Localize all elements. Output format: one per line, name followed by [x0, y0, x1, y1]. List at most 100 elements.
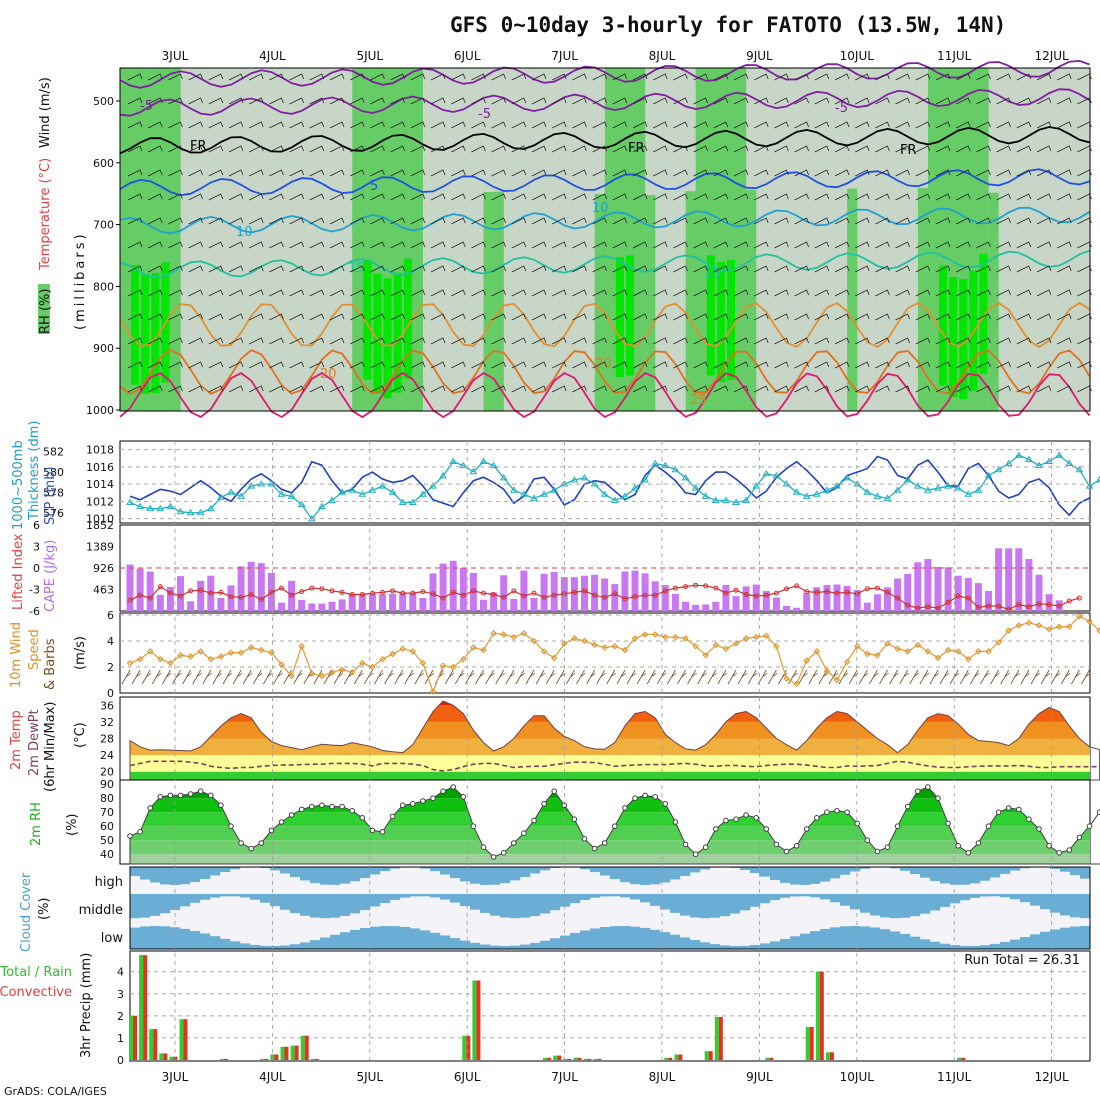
- li-marker: [541, 594, 547, 600]
- wind-barb: [511, 217, 527, 225]
- wind-barb: [228, 385, 244, 393]
- day-gridlines: [174, 441, 1052, 1060]
- wind-barb: [249, 265, 264, 273]
- thickness-marker: [520, 490, 528, 497]
- precip-total-bar: [573, 1057, 578, 1060]
- li-marker: [420, 589, 426, 595]
- wind-barb: [269, 289, 284, 297]
- rh-marker: [298, 806, 305, 813]
- li-marker: [703, 583, 709, 589]
- wind-speed-marker: [237, 649, 245, 656]
- surface-wind-barb: [515, 669, 526, 685]
- rh-fill-band: [604, 209, 616, 411]
- wind-barb: [814, 169, 830, 177]
- wind-label-2: Speed: [27, 629, 42, 670]
- middle-cloud-bar: [780, 894, 791, 898]
- wind-barb: [572, 169, 587, 177]
- top-date-label: 3JUL: [162, 49, 189, 63]
- precip-convective-bar: [708, 1051, 713, 1060]
- wind-barb: [208, 145, 224, 153]
- wind-barb: [531, 385, 547, 393]
- wind-barb: [1077, 241, 1092, 249]
- rh-marker: [824, 809, 830, 816]
- thickness-marker: [297, 500, 306, 508]
- li-marker: [521, 593, 527, 599]
- wind-barb: [612, 289, 628, 297]
- high-cloud-bar: [780, 867, 791, 883]
- wind-barb: [208, 385, 224, 393]
- high-cloud-bar: [180, 867, 191, 885]
- thickness-marker: [1065, 459, 1074, 467]
- wind-barb: [1077, 73, 1092, 81]
- rh-fill-band: [917, 188, 929, 411]
- upper-panel-frame: [119, 67, 1091, 412]
- wind-barb: [834, 169, 850, 177]
- wind-barb: [774, 385, 789, 393]
- wind-barb: [572, 265, 587, 273]
- middle-cloud-bar: [800, 894, 811, 897]
- wind-barb: [410, 193, 426, 201]
- wind-barb: [309, 145, 325, 153]
- wind-speed-marker: [712, 641, 720, 649]
- low-cloud-bar: [450, 938, 461, 949]
- middle-cloud-bar: [820, 894, 831, 900]
- cape-bar: [833, 584, 841, 611]
- cape-bar: [974, 583, 982, 611]
- li-marker: [915, 605, 921, 611]
- precip-total-bar: [704, 1051, 709, 1060]
- li-marker: [1066, 598, 1072, 604]
- wind-barb: [269, 97, 284, 105]
- wind-barb: [915, 193, 931, 201]
- li-tick-label: 3: [33, 541, 40, 554]
- wind-barb: [935, 265, 951, 273]
- wind-barb: [390, 145, 405, 153]
- rh-marker: [783, 848, 790, 855]
- temp-label-2: 2m DewPt: [27, 709, 42, 776]
- cape-tick-label: 1852: [86, 519, 114, 532]
- wind-barb: [794, 265, 809, 273]
- wind-barb: [653, 313, 668, 321]
- middle-cloud-bar: [280, 894, 291, 910]
- wind-barb: [511, 169, 527, 177]
- wind-barb: [1077, 289, 1092, 297]
- thickness-marker: [762, 469, 771, 477]
- wind-barb: [188, 97, 203, 105]
- wind-barb: [996, 337, 1011, 345]
- rh-fill-band: [200, 68, 212, 411]
- wind-barb: [208, 289, 224, 297]
- wind-barb: [168, 337, 183, 345]
- wind-barb: [451, 289, 466, 297]
- middle-cloud-bar: [720, 894, 731, 917]
- surface-wind-barb: [1000, 669, 1010, 685]
- wind-barb: [693, 193, 708, 201]
- cape-bar: [166, 586, 174, 611]
- wind-barb: [208, 313, 224, 321]
- wind-barb: [733, 145, 749, 153]
- wind-barb: [1057, 265, 1072, 273]
- rh-fill-band: [221, 68, 232, 411]
- low-cloud-bar: [550, 938, 561, 949]
- wind-barb: [996, 97, 1011, 105]
- wind-barb: [491, 361, 506, 369]
- high-cloud-bar: [490, 867, 501, 885]
- precip-total-bar: [553, 1055, 558, 1060]
- rh-fill-band: [1008, 68, 1020, 411]
- middle-cloud-bar: [830, 894, 841, 903]
- low-cloud-bar: [490, 945, 501, 949]
- wind-speed-marker: [692, 642, 699, 650]
- wind-barb: [895, 145, 910, 153]
- wind-barb: [208, 73, 224, 81]
- thickness-marker: [318, 502, 326, 510]
- wind-barb: [713, 145, 729, 153]
- rh-marker: [167, 792, 174, 799]
- cape-bar: [136, 568, 144, 611]
- wind-barb: [673, 145, 688, 153]
- wind-barb: [552, 193, 567, 201]
- temp-tick-label: 20: [100, 766, 114, 779]
- wind-speed-marker: [550, 654, 558, 662]
- rh-fill-core: [393, 272, 402, 393]
- rh-fill-core: [727, 259, 735, 380]
- rh-marker: [238, 840, 244, 846]
- wind-barb: [1036, 265, 1052, 273]
- rh-marker: [915, 788, 921, 795]
